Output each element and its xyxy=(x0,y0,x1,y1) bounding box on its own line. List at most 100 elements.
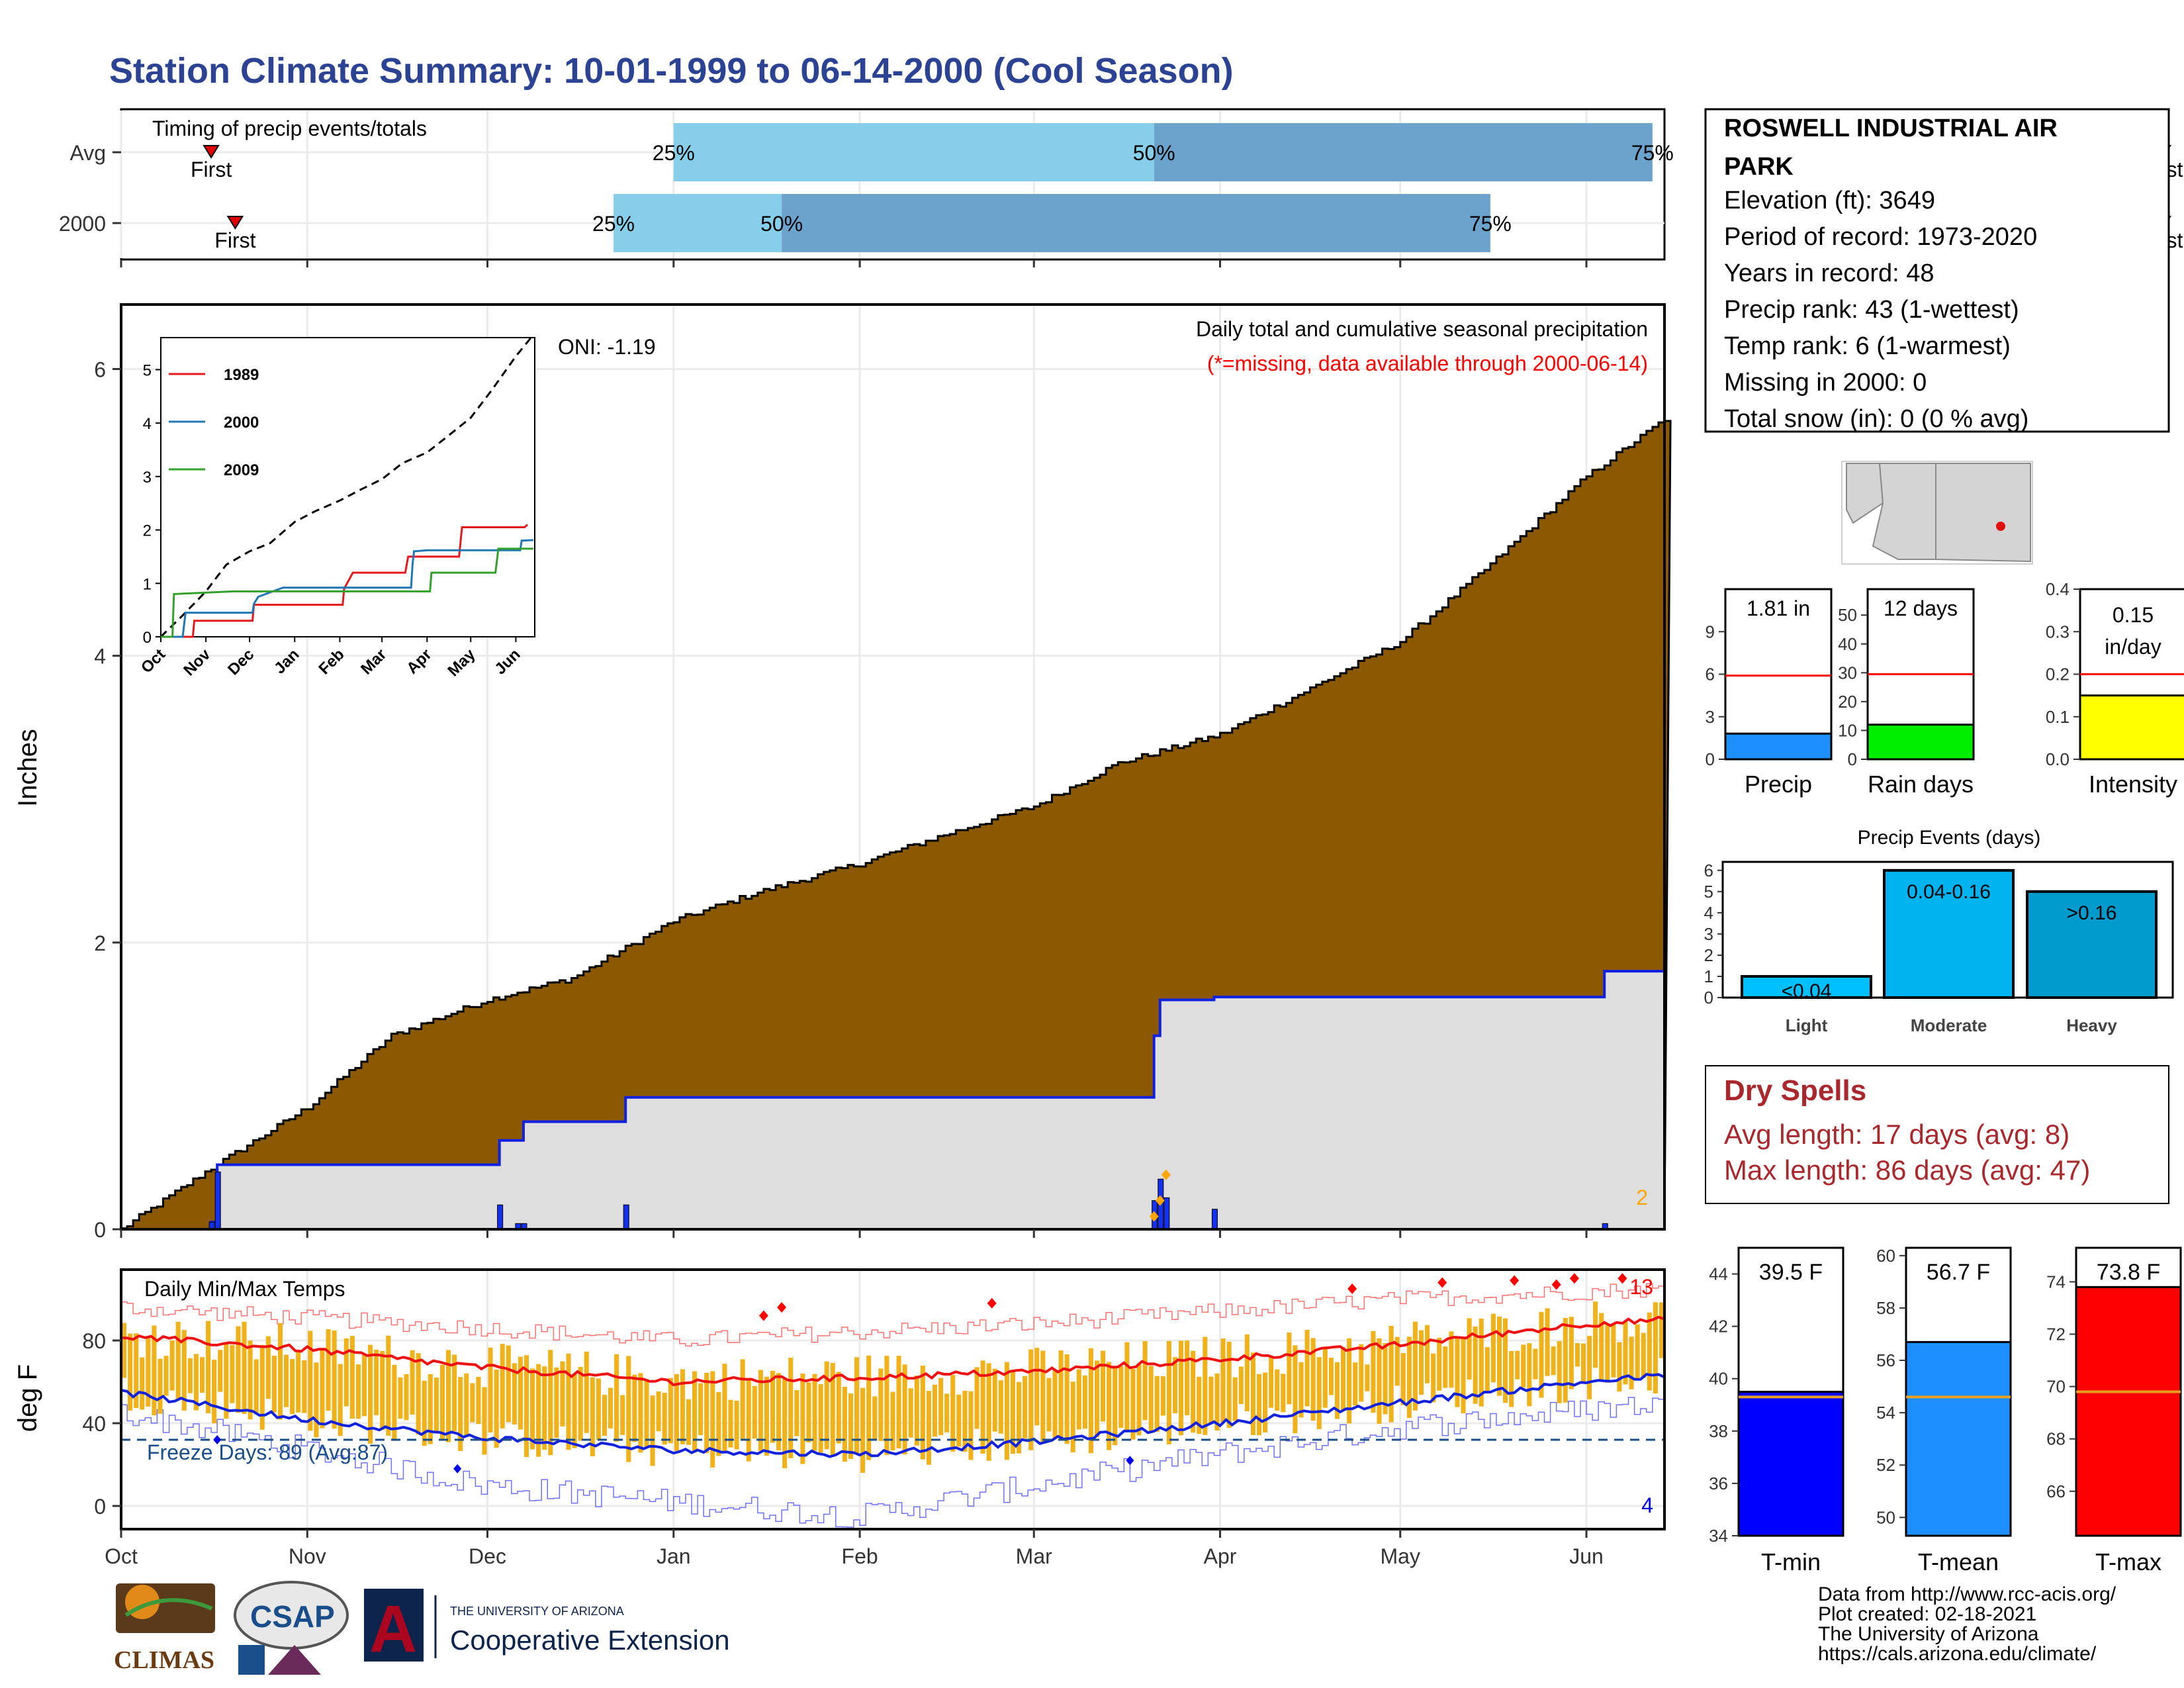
gauge-bar xyxy=(1724,732,1833,761)
temp-panel: Daily Min/Max Temps Freeze Days: 89 (Avg:… xyxy=(13,1268,1666,1568)
gauge-unit-label: in/day xyxy=(2105,635,2161,659)
record-high-marker xyxy=(1569,1273,1579,1284)
daily-temp-bar xyxy=(548,1350,553,1456)
daily-temp-bar xyxy=(1287,1332,1292,1405)
daily-temp-bar xyxy=(818,1384,823,1453)
daily-temp-bar xyxy=(1017,1382,1022,1454)
daily-temp-bar xyxy=(728,1399,733,1448)
daily-temp-bar xyxy=(368,1344,373,1444)
daily-temp-bar xyxy=(782,1378,788,1469)
events-y-tick-label: 6 xyxy=(1704,861,1713,880)
daily-temp-bar xyxy=(1412,1321,1418,1411)
daily-temp-bar xyxy=(776,1373,782,1450)
daily-temp-bar xyxy=(1443,1346,1448,1388)
daily-temp-bar xyxy=(1527,1343,1532,1407)
daily-temp-bar xyxy=(482,1387,487,1455)
locator-map xyxy=(1841,461,2033,565)
daily-temp-bar xyxy=(1437,1337,1442,1391)
daily-temp-bar xyxy=(146,1336,151,1407)
daily-temp-bar xyxy=(1130,1368,1136,1440)
gauge-tick-label: 0 xyxy=(1848,749,1857,769)
daily-temp-bar xyxy=(1148,1366,1154,1433)
daily-temp-bar xyxy=(770,1370,776,1443)
temp-gauge-tick-label: 40 xyxy=(1709,1369,1728,1389)
daily-temp-bar xyxy=(572,1374,577,1448)
x-axis-month-label: Jan xyxy=(657,1544,691,1568)
daily-temp-bar xyxy=(650,1395,655,1466)
precip-y-tick-label: 6 xyxy=(94,357,106,381)
daily-temp-bar xyxy=(800,1373,805,1464)
daily-temp-bar xyxy=(181,1330,187,1411)
daily-temp-bar xyxy=(1256,1374,1262,1436)
missing-note: (*=missing, data available through 2000-… xyxy=(1207,352,1648,375)
daily-temp-bar xyxy=(242,1321,247,1414)
daily-precip-bar xyxy=(623,1204,629,1230)
daily-temp-bar xyxy=(464,1373,469,1436)
daily-temp-bar xyxy=(1088,1348,1093,1454)
daily-temp-bar xyxy=(1515,1350,1520,1380)
daily-temp-bar xyxy=(1539,1311,1544,1398)
daily-temp-bar xyxy=(283,1354,289,1407)
inset-series-line xyxy=(161,539,533,638)
temp-gauge-tick-label: 38 xyxy=(1709,1421,1728,1441)
gauge-tick-label: 50 xyxy=(1838,605,1857,625)
gauge-tick-label: 6 xyxy=(1706,665,1715,684)
temp-y-axis-label: deg F xyxy=(13,1364,42,1432)
daily-temp-bar xyxy=(566,1353,571,1450)
daily-temp-bar xyxy=(1058,1350,1064,1439)
daily-temp-bar xyxy=(470,1383,475,1423)
daily-temp-bar xyxy=(584,1351,589,1433)
daily-temp-bar xyxy=(758,1370,763,1451)
gauge-tick-label: 10 xyxy=(1838,720,1857,740)
station-temp-rank: Temp rank: 6 (1-warmest) xyxy=(1724,332,2011,360)
daily-temp-bar xyxy=(1400,1352,1406,1405)
temp-gauge-tick-label: 44 xyxy=(1709,1264,1728,1284)
daily-temp-bar xyxy=(433,1378,439,1432)
x-axis-month-label: Jun xyxy=(1569,1544,1604,1568)
daily-temp-bar xyxy=(1328,1358,1334,1395)
daily-temp-bar xyxy=(1052,1370,1058,1439)
daily-temp-bar xyxy=(788,1358,794,1458)
timing-row-label: 2000 xyxy=(59,212,106,236)
daily-temp-bar xyxy=(614,1354,619,1442)
daily-temp-bar xyxy=(1232,1377,1238,1421)
daily-temp-bar xyxy=(308,1331,313,1431)
temp-gauge-tick-label: 36 xyxy=(1709,1474,1728,1493)
daily-temp-bar xyxy=(355,1364,361,1419)
daily-temp-bar xyxy=(1490,1313,1496,1383)
daily-temp-bar xyxy=(590,1377,595,1456)
timing-p50-label: 50% xyxy=(760,212,803,236)
daily-temp-bar xyxy=(1599,1313,1604,1380)
gauge-tick-label: 9 xyxy=(1706,622,1715,641)
daily-temp-bar xyxy=(638,1373,643,1453)
ua-cooperative-extension-logo: A THE UNIVERSITY OF ARIZONA Cooperative … xyxy=(364,1589,730,1666)
precip-y-tick-label: 4 xyxy=(94,645,106,669)
daily-temp-bar xyxy=(259,1344,265,1430)
daily-temp-bar xyxy=(632,1374,637,1442)
record-low-marker xyxy=(1126,1456,1134,1466)
daily-temp-bar xyxy=(1461,1337,1466,1413)
daily-temp-bar xyxy=(560,1361,565,1427)
daily-temp-bar xyxy=(1580,1343,1586,1383)
record-high-marker xyxy=(1551,1279,1561,1290)
daily-temp-bar xyxy=(326,1329,331,1411)
daily-temp-bar xyxy=(134,1333,139,1409)
daily-temp-bar xyxy=(494,1370,499,1448)
daily-temp-bar xyxy=(1220,1338,1226,1423)
daily-temp-bar xyxy=(824,1361,829,1450)
daily-temp-bar xyxy=(848,1393,854,1459)
daily-temp-bar xyxy=(1533,1348,1538,1380)
station-years: Years in record: 48 xyxy=(1724,259,1934,287)
daily-temp-bar xyxy=(1172,1357,1178,1413)
daily-temp-bar xyxy=(122,1323,127,1378)
daily-temp-bar xyxy=(296,1351,301,1413)
precip-event-marker xyxy=(1149,1211,1159,1222)
daily-temp-bar xyxy=(1418,1330,1424,1395)
daily-temp-bar xyxy=(1563,1317,1568,1403)
daily-temp-bar xyxy=(1040,1350,1046,1444)
daily-temp-bar xyxy=(1179,1340,1184,1436)
daily-temp-bar xyxy=(1617,1342,1622,1392)
daily-temp-bar xyxy=(806,1382,811,1443)
x-axis-month-label: Oct xyxy=(105,1544,138,1568)
